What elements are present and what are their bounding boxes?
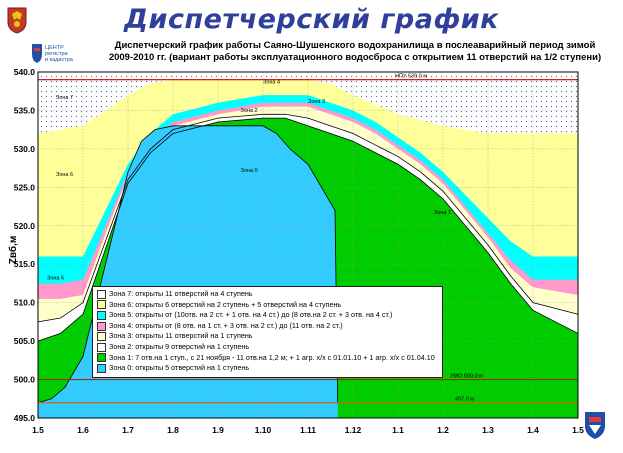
legend-swatch [97, 353, 106, 363]
legend-item: Зона 5: открыты от (10отв. на 2 ст. + 1 … [97, 310, 438, 321]
legend-item: Зона 7: открыты 11 отверстий на 4 ступен… [97, 289, 438, 300]
legend-swatch [97, 300, 106, 310]
legend-text: Зона 0: открыты 5 отверстий на 1 ступень [109, 363, 250, 373]
reference-line-label: НПУ 539.0 м [395, 74, 427, 80]
y-tick-label: 540.0 [14, 67, 36, 77]
x-tick-label: 1.1 [392, 425, 404, 435]
legend-text: Зона 2: открыты 9 отверстий на 1 ступень [109, 341, 250, 351]
zone-label: Зона 6 [56, 172, 73, 178]
zone-label: Зона 4 [263, 80, 280, 86]
registry-center-logo: ЦЕНТР регистра и кадастра [32, 44, 74, 63]
legend-swatch [97, 289, 106, 299]
legend-item: Зона 6: открыты 6 отверстий на 2 ступень… [97, 300, 438, 311]
logo-text-line1: ЦЕНТР [45, 45, 64, 51]
y-axis-label: Zвб,м [7, 236, 19, 264]
zone-label: Зона 5 [47, 276, 64, 282]
y-tick-label: 500.0 [14, 375, 36, 385]
zone-label: Зона 2 [241, 108, 258, 114]
slide-title: Диспетчерский график [123, 4, 499, 35]
legend-text: Зона 6: открыты 6 отверстий на 2 ступень… [109, 299, 342, 309]
y-tick-label: 515.0 [14, 259, 36, 269]
x-tick-label: 1.8 [167, 425, 179, 435]
x-tick-label: 1.6 [77, 425, 89, 435]
legend-swatch [97, 321, 106, 331]
zone2-top-line [37, 113, 579, 323]
x-tick-label: 1.5 [32, 425, 44, 435]
x-tick-label: 1.4 [527, 425, 539, 435]
reference-line-label: 497.0 м [455, 397, 474, 403]
legend-swatch [97, 342, 106, 352]
logo-text-line3: и кадастра [45, 57, 74, 63]
zone-label: Зона 7 [56, 95, 73, 101]
legend-text: Зона 5: открыты от (10отв. на 2 ст. + 1 … [109, 310, 393, 320]
y-tick-label: 495.0 [14, 413, 36, 423]
reference-line-label: УМО 500.0 м [450, 374, 483, 380]
x-tick-label: 1.10 [255, 425, 272, 435]
registry-emblem-icon [585, 412, 605, 439]
zone-label: Зона 3 [308, 99, 325, 105]
zone-label: Зона 0 [241, 168, 258, 174]
y-tick-label: 530.0 [14, 144, 36, 154]
legend-text: Зона 4: открыты от (8 отв. на 1 ст. + 3 … [109, 320, 343, 330]
legend-item: Зона 1: 7 отв.на 1 ступ., с 21 ноября - … [97, 353, 438, 364]
legend-text: Зона 1: 7 отв.на 1 ступ., с 21 ноября - … [109, 352, 435, 362]
chart-legend: Зона 7: открыты 11 отверстий на 4 ступен… [92, 286, 443, 378]
logo-text-line2: регистра [45, 51, 69, 57]
x-tick-label: 1.9 [212, 425, 224, 435]
legend-swatch [97, 310, 106, 320]
y-tick-label: 510.0 [14, 298, 36, 308]
y-tick-label: 505.0 [14, 336, 36, 346]
chart-subtitle: Диспетчерский график работы Саяно-Шушенс… [95, 40, 615, 64]
coat-of-arms-icon [7, 7, 27, 34]
legend-item: Зона 2: открыты 9 отверстий на 1 ступень [97, 342, 438, 353]
legend-text: Зона 3: открыты 11 отверстий на 1 ступен… [109, 331, 253, 341]
legend-item: Зона 3: открыты 11 отверстий на 1 ступен… [97, 331, 438, 342]
y-tick-label: 525.0 [14, 182, 36, 192]
zone1-top-line [37, 117, 579, 342]
legend-swatch [97, 363, 106, 373]
zone0-top-line [37, 125, 339, 404]
legend-text: Зона 7: открыты 11 отверстий на 4 ступен… [109, 289, 253, 298]
x-tick-label: 1.5 [572, 425, 584, 435]
x-tick-label: 1.7 [122, 425, 134, 435]
legend-swatch [97, 332, 106, 342]
legend-item: Зона 0: открыты 5 отверстий на 1 ступень [97, 363, 438, 374]
chart-subtitle-line1: Диспетчерский график работы Саяно-Шушенс… [114, 40, 596, 51]
x-tick-label: 1.11 [300, 425, 316, 435]
x-tick-label: 1.2 [437, 425, 449, 435]
legend-item: Зона 4: открыты от (8 отв. на 1 ст. + 3 … [97, 321, 438, 332]
x-tick-label: 1.3 [482, 425, 494, 435]
x-tick-label: 1.12 [345, 425, 362, 435]
y-tick-label: 520.0 [14, 221, 36, 231]
plot-frame [37, 71, 579, 419]
zone-label: Зона 1 [434, 210, 451, 216]
chart-subtitle-line2: 2009-2010 гг. (вариант работы эксплуатац… [108, 52, 602, 63]
y-tick-label: 535.0 [14, 105, 36, 115]
